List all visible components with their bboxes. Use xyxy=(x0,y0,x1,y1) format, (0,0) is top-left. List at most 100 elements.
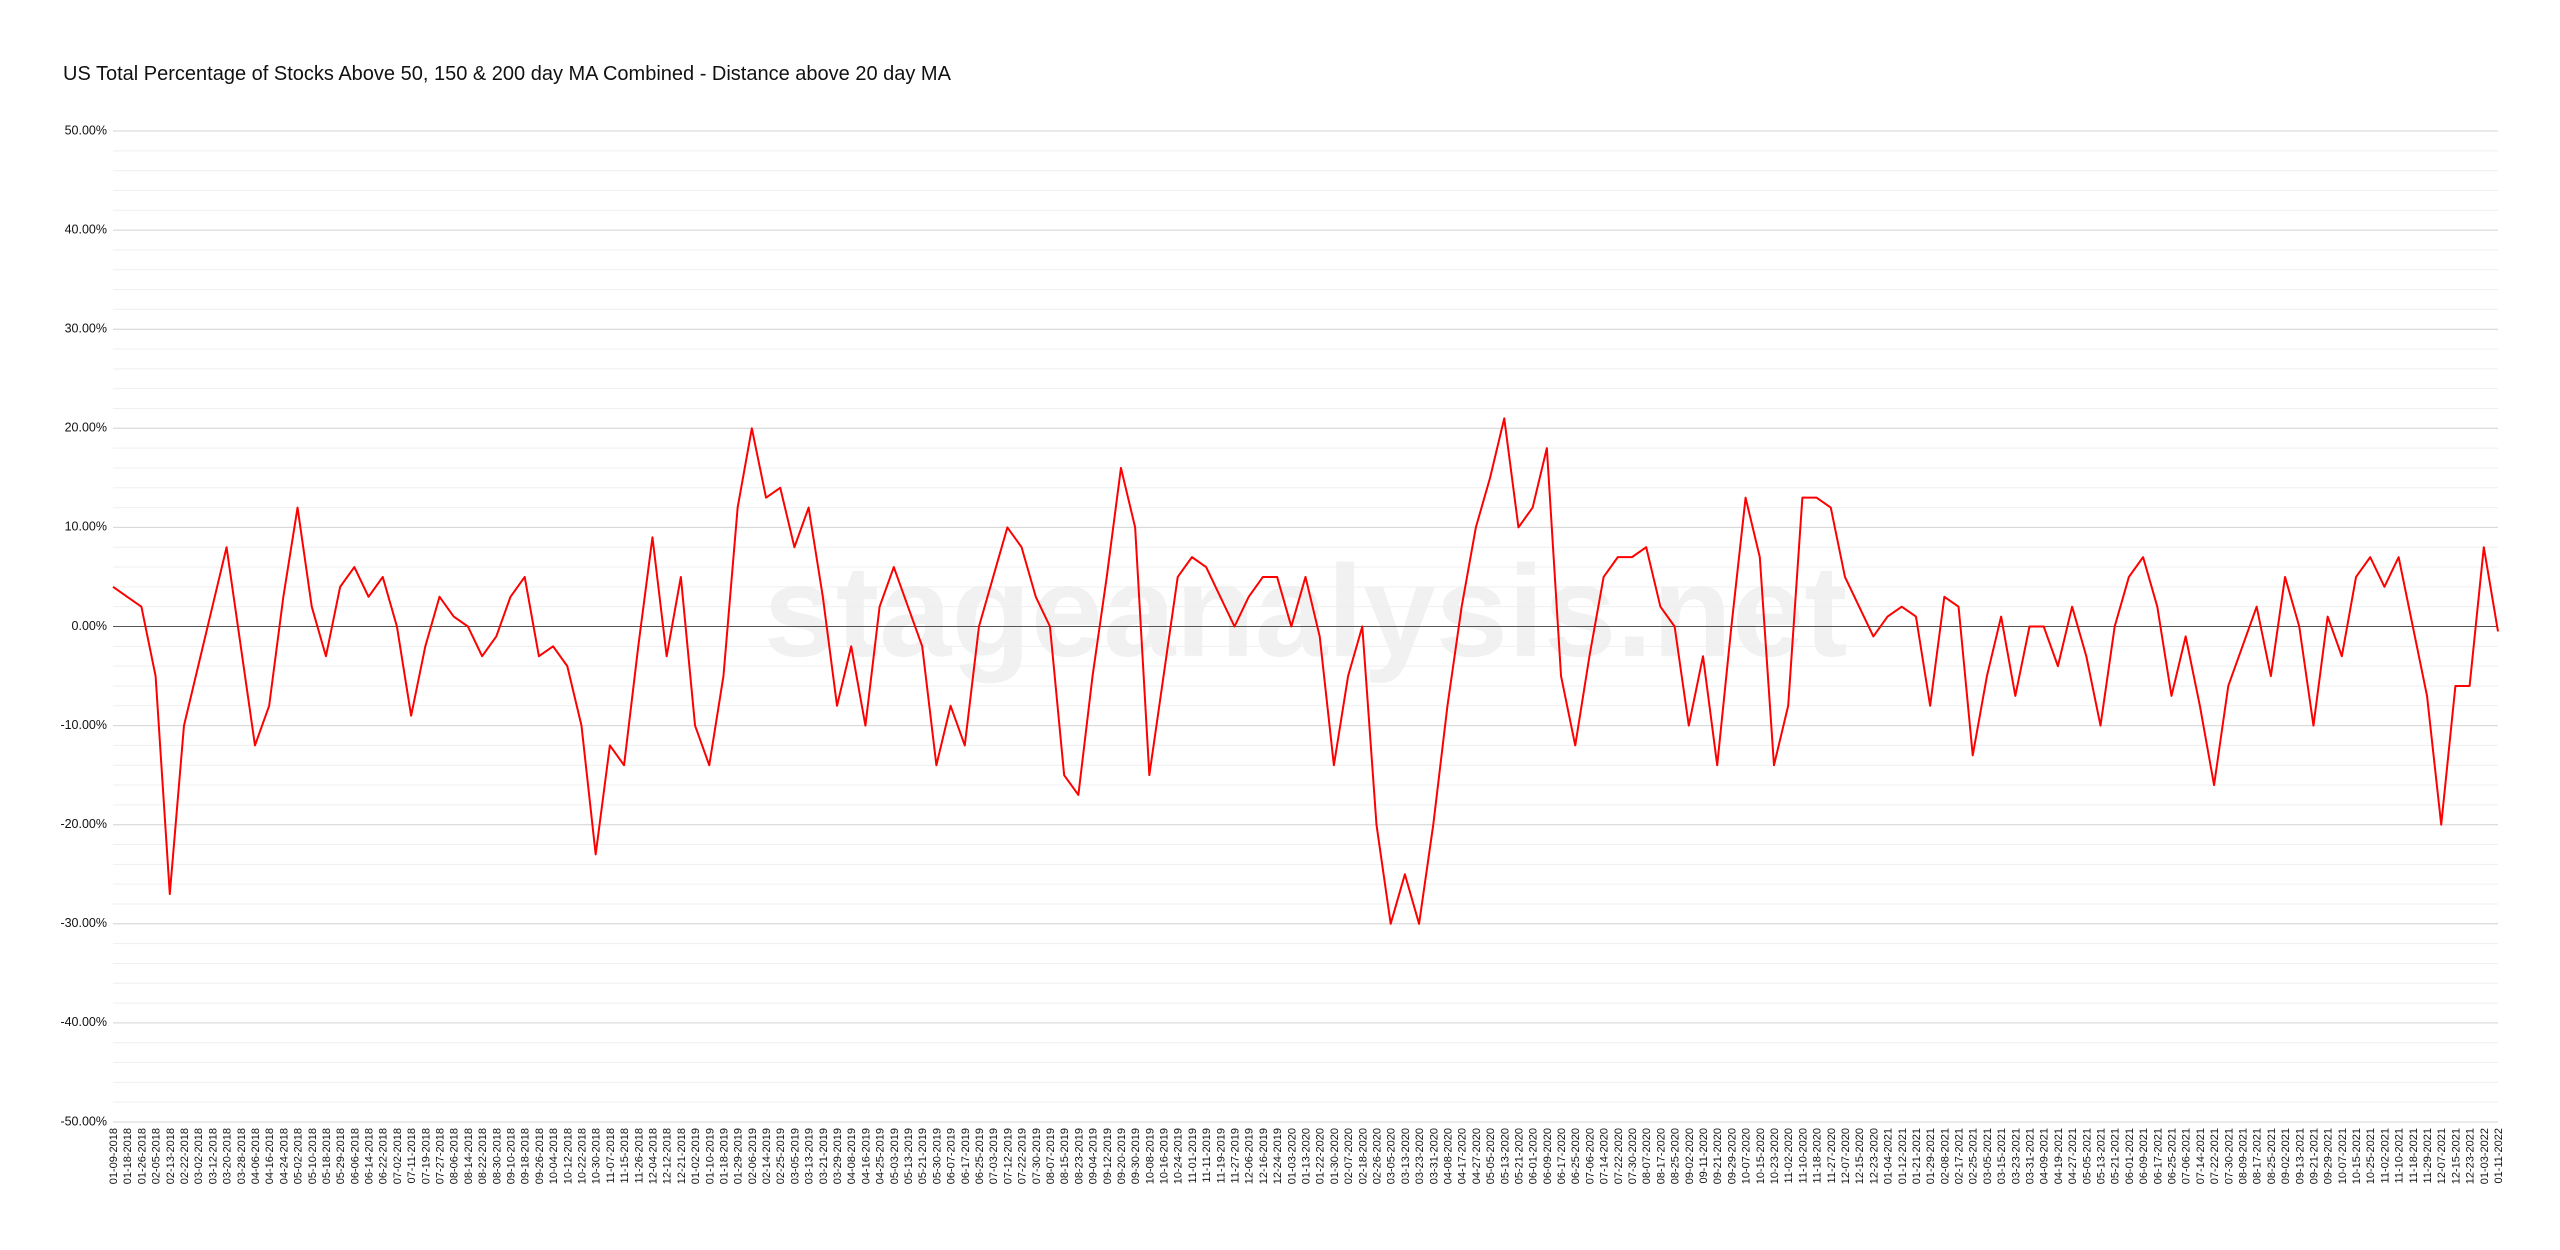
x-tick-label: 03-02-2018 xyxy=(193,1128,205,1184)
x-tick-label: 09-18-2018 xyxy=(520,1128,532,1184)
x-tick-label: 06-01-2020 xyxy=(1528,1128,1540,1184)
x-tick-label: 05-10-2018 xyxy=(307,1128,319,1184)
x-tick-label: 09-10-2018 xyxy=(506,1128,518,1184)
data-line xyxy=(112,417,2499,925)
x-tick-label: 02-08-2021 xyxy=(1939,1128,1951,1184)
x-tick-label: 10-04-2018 xyxy=(548,1128,560,1184)
y-tick-label: 0.00% xyxy=(72,619,107,633)
x-tick-label: 03-05-2020 xyxy=(1386,1128,1398,1184)
x-tick-label: 12-24-2019 xyxy=(1272,1128,1284,1184)
x-tick-label: 03-23-2020 xyxy=(1414,1128,1426,1184)
x-tick-label: 04-27-2021 xyxy=(2067,1128,2079,1184)
x-tick-label: 08-06-2018 xyxy=(449,1128,461,1184)
x-tick-label: 09-26-2018 xyxy=(534,1128,546,1184)
x-tick-label: 12-07-2020 xyxy=(1840,1128,1852,1184)
x-tick-label: 09-11-2020 xyxy=(1698,1128,1710,1183)
x-tick-label: 10-22-2018 xyxy=(576,1128,588,1184)
x-tick-label: 02-18-2020 xyxy=(1357,1128,1369,1184)
x-tick-label: 08-07-2020 xyxy=(1641,1128,1653,1184)
x-tick-label: 05-30-2019 xyxy=(931,1128,943,1184)
x-tick-label: 12-15-2021 xyxy=(2450,1128,2462,1184)
y-tick-label: 30.00% xyxy=(65,321,107,335)
x-tick-label: 08-07-2019 xyxy=(1045,1128,1057,1184)
x-tick-label: 07-11-2018 xyxy=(406,1128,418,1183)
x-tick-label: 11-10-2020 xyxy=(1797,1128,1809,1183)
x-tick-label: 11-01-2019 xyxy=(1187,1128,1199,1183)
x-tick-label: 10-24-2019 xyxy=(1173,1128,1185,1184)
x-tick-label: 01-18-2019 xyxy=(718,1128,730,1184)
x-tick-label: 08-25-2020 xyxy=(1670,1128,1682,1184)
chart-title: US Total Percentage of Stocks Above 50, … xyxy=(63,63,952,85)
x-tick-label: 08-25-2021 xyxy=(2266,1128,2278,1184)
x-tick-label: 03-13-2020 xyxy=(1400,1128,1412,1184)
x-tick-label: 07-30-2019 xyxy=(1031,1128,1043,1184)
x-tick-label: 03-21-2019 xyxy=(818,1128,830,1184)
x-tick-label: 07-30-2020 xyxy=(1627,1128,1639,1184)
x-tick-label: 03-23-2021 xyxy=(2010,1128,2022,1184)
x-tick-label: 02-17-2021 xyxy=(1954,1128,1966,1184)
x-tick-label: 04-06-2018 xyxy=(250,1128,262,1184)
x-tick-label: 10-23-2020 xyxy=(1769,1128,1781,1184)
x-tick-label: 01-22-2020 xyxy=(1315,1128,1327,1184)
x-tick-label: 08-23-2019 xyxy=(1073,1128,1085,1184)
x-tick-label: 09-21-2021 xyxy=(2308,1128,2320,1184)
x-tick-label: 02-25-2019 xyxy=(775,1128,787,1184)
x-tick-label: 09-12-2019 xyxy=(1102,1128,1114,1184)
x-tick-label: 09-21-2020 xyxy=(1712,1128,1724,1184)
x-tick-label: 07-30-2021 xyxy=(2223,1128,2235,1184)
x-tick-label: 07-14-2020 xyxy=(1599,1128,1611,1184)
x-tick-label: 05-13-2021 xyxy=(2096,1128,2108,1184)
x-tick-label: 01-30-2020 xyxy=(1329,1128,1341,1184)
x-tick-label: 06-09-2020 xyxy=(1542,1128,1554,1184)
x-tick-label: 11-19-2019 xyxy=(1215,1128,1227,1183)
x-tick-label: 11-11-2019 xyxy=(1201,1128,1213,1183)
x-tick-label: 06-14-2018 xyxy=(364,1128,376,1184)
x-tick-label: 06-25-2019 xyxy=(974,1128,986,1184)
x-tick-label: 02-13-2018 xyxy=(165,1128,177,1184)
x-tick-label: 07-14-2021 xyxy=(2195,1128,2207,1184)
x-tick-label: 04-17-2020 xyxy=(1457,1128,1469,1184)
x-tick-label: 02-26-2020 xyxy=(1371,1128,1383,1184)
y-tick-label: 10.00% xyxy=(65,520,107,534)
x-tick-label: 01-13-2020 xyxy=(1301,1128,1313,1184)
x-tick-label: 01-04-2021 xyxy=(1883,1128,1895,1184)
x-tick-label: 01-09-2018 xyxy=(108,1128,120,1184)
x-tick-label: 11-27-2019 xyxy=(1230,1128,1242,1183)
x-tick-label: 06-07-2019 xyxy=(946,1128,958,1184)
y-tick-label: 40.00% xyxy=(65,222,107,236)
x-tick-label: 11-02-2021 xyxy=(2379,1128,2391,1183)
x-tick-label: 02-07-2020 xyxy=(1343,1128,1355,1184)
x-tick-label: 10-25-2021 xyxy=(2365,1128,2377,1184)
x-tick-label: 01-10-2019 xyxy=(704,1128,716,1184)
x-tick-label: 10-16-2019 xyxy=(1159,1128,1171,1184)
x-tick-label: 05-29-2018 xyxy=(335,1128,347,1184)
x-tick-label: 08-09-2021 xyxy=(2237,1128,2249,1184)
x-tick-label: 09-02-2020 xyxy=(1684,1128,1696,1184)
x-tick-label: 07-06-2020 xyxy=(1584,1128,1596,1184)
x-tick-label: 04-27-2020 xyxy=(1471,1128,1483,1184)
x-tick-label: 10-07-2020 xyxy=(1741,1128,1753,1184)
x-tick-label: 03-12-2018 xyxy=(207,1128,219,1184)
x-tick-label: 09-04-2019 xyxy=(1088,1128,1100,1184)
x-tick-label: 06-25-2021 xyxy=(2166,1128,2178,1184)
x-tick-label: 05-13-2020 xyxy=(1499,1128,1511,1184)
x-tick-label: 01-03-2022 xyxy=(2479,1128,2491,1184)
x-tick-label: 10-12-2018 xyxy=(562,1128,574,1184)
x-tick-label: 04-08-2019 xyxy=(846,1128,858,1184)
x-tick-label: 01-02-2019 xyxy=(690,1128,702,1184)
x-tick-label: 06-17-2019 xyxy=(960,1128,972,1184)
x-tick-label: 02-05-2018 xyxy=(151,1128,163,1184)
y-tick-label: -40.00% xyxy=(60,1015,107,1029)
x-tick-label: 09-29-2021 xyxy=(2323,1128,2335,1184)
y-tick-label: 20.00% xyxy=(65,421,107,435)
x-tick-label: 10-07-2021 xyxy=(2337,1128,2349,1184)
x-tick-label: 05-05-2020 xyxy=(1485,1128,1497,1184)
x-tick-label: 04-19-2021 xyxy=(2053,1128,2065,1184)
x-tick-label: 05-21-2020 xyxy=(1513,1128,1525,1184)
x-tick-label: 06-06-2018 xyxy=(349,1128,361,1184)
x-tick-label: 02-14-2019 xyxy=(761,1128,773,1184)
x-tick-label: 09-29-2020 xyxy=(1726,1128,1738,1184)
x-tick-label: 11-18-2021 xyxy=(2408,1128,2420,1183)
x-tick-label: 08-30-2018 xyxy=(491,1128,503,1184)
